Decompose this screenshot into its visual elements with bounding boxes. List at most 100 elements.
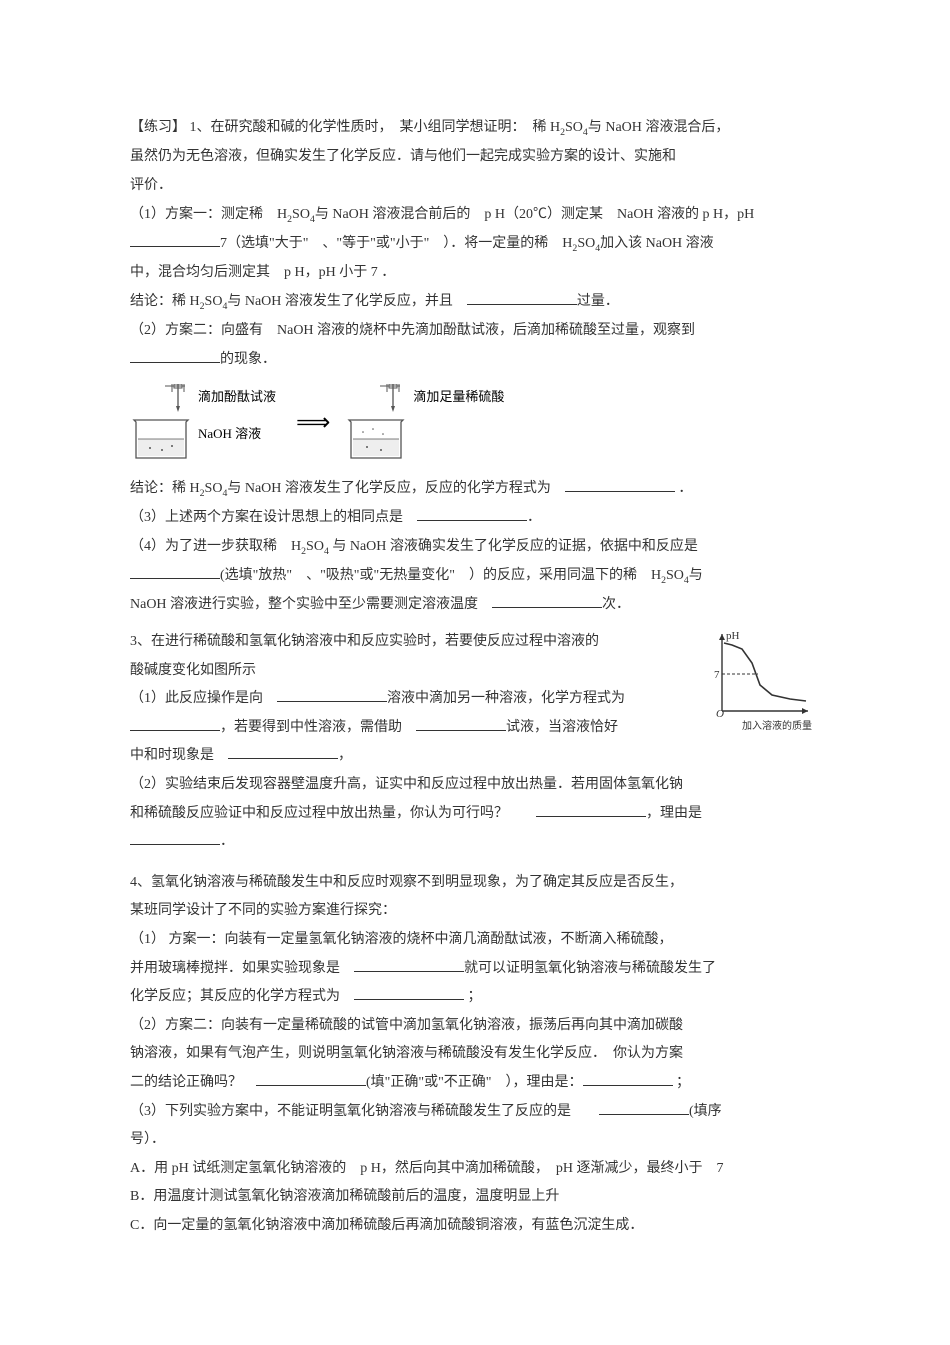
q3s-p5: 和稀硫酸反应验证中和反应过程中放出热量，你认为可行吗？ ，理由是 (130, 801, 820, 828)
q4s-p2b: 就可以证明氢氧化钠溶液与稀硫酸发生了 (464, 961, 716, 976)
blank (130, 717, 220, 731)
q3s-title2: 酸碱度变化如图所示 (130, 658, 692, 685)
q1-conclusion: 结论：稀 H2SO4与 NaOH 溶液发生了化学反应，并且 过量． (130, 289, 820, 316)
q4s-title: 4、氢氧化钠溶液与稀硫酸发生中和反应时观察不到明显现象，为了确定其反应是否反生， (130, 870, 820, 897)
beaker-diagram: 滴加酚酞试液 NaOH 溶液 ⟹ 滴加足量稀硫酸 (130, 384, 820, 462)
q4s-p6c: ； (673, 1075, 691, 1090)
q4s-p7a: （3）下列实验方案中，不能证明氢氧化钠溶液与稀硫酸发生了反应的是 (130, 1104, 599, 1119)
q4s-p1: （1） 方案一：向装有一定量氢氧化钠溶液的烧杯中滴几滴酚酞试液，不断滴入稀硫酸， (130, 927, 820, 954)
q2-conc2c: 与 NaOH 溶液发生了化学反应，反应的化学方程式为 (227, 481, 565, 496)
blank (354, 986, 464, 1000)
beaker-right-labels: 滴加足量稀硫酸 (413, 384, 504, 405)
q4s-p3a: 化学反应；其反应的化学方程式为 (130, 989, 354, 1004)
q3s-title: 3、在进行稀硫酸和氢氧化钠溶液中和反应实验时，若要使反应过程中溶液的 (130, 629, 692, 656)
blank (277, 688, 387, 702)
q3s-p5a: 和稀硫酸反应验证中和反应过程中放出热量，你认为可行吗？ (130, 806, 536, 821)
exercise-header: 【练习】 1、在研究酸和碱的化学性质时， 某小组同学想证明： 稀 H2SO4与 … (130, 115, 820, 142)
q4s-p7b: (填序 (689, 1104, 722, 1119)
q3s-p1b: 溶液中滴加另一种溶液，化学方程式为 (387, 691, 625, 706)
q4s-p5: 钠溶液，如果有气泡产生，则说明氢氧化钠溶液与稀硫酸没有发生化学反应． 你认为方案 (130, 1041, 820, 1068)
tick-7: 7 (714, 669, 720, 681)
blank (417, 507, 527, 521)
blank (467, 291, 577, 305)
q3s-p1a: （1）此反应操作是向 (130, 691, 277, 706)
label-naoh: NaOH 溶液 (198, 423, 276, 442)
q3-p1b: ． (527, 510, 541, 525)
q1-conc1d: 过量． (577, 294, 619, 309)
q2-conc2b: SO (205, 481, 223, 496)
q4-p2b: SO (666, 568, 684, 583)
q2-p2: 的现象． (130, 347, 820, 374)
q3s-p2a: ，若要得到中性溶液，需借助 (220, 720, 416, 735)
q1-conc1a: 结论：稀 H (130, 294, 200, 309)
beaker-right: 滴加足量稀硫酸 (345, 384, 504, 462)
q3s-p1: （1）此反应操作是向 溶液中滴加另一种溶液，化学方程式为 (130, 686, 692, 713)
q4-p1: （4）为了进一步获取稀 H2SO4 与 NaOH 溶液确实发生了化学反应的证据，… (130, 534, 820, 561)
blank (536, 803, 646, 817)
q3-p1: （3）上述两个方案在设计思想上的相同点是 ． (130, 505, 820, 532)
q4-p3b: 次． (602, 597, 630, 612)
header-title-2: SO (565, 120, 583, 135)
blank (583, 1072, 673, 1086)
beaker-left: 滴加酚酞试液 NaOH 溶液 (130, 384, 276, 462)
blank (354, 958, 464, 972)
q1-conc1b: SO (205, 294, 223, 309)
ph-label: pH (726, 630, 740, 642)
q1-p1a: （1）方案一：测定稀 H (130, 207, 287, 222)
q4s-p6: 二的结论正确吗？ (填"正确"或"不正确" ），理由是： ； (130, 1070, 820, 1097)
q4s-p4: （2）方案二：向装有一定量稀硫酸的试管中滴加氢氧化钠溶液，振荡后再向其中滴加碳酸 (130, 1013, 820, 1040)
option-c: C．向一定量的氢氧化钠溶液中滴加稀硫酸后再滴加硫酸铜溶液，有蓝色沉淀生成． (130, 1213, 820, 1240)
q1-p2c: 加入该 NaOH 溶液 (600, 236, 714, 251)
beaker-left-svg (130, 384, 192, 462)
q4s-p2: 并用玻璃棒搅拌．如果实验现象是 就可以证明氢氧化钠溶液与稀硫酸发生了 (130, 956, 820, 983)
q2-conc2d: ． (678, 481, 692, 496)
q4-p1b: SO (306, 539, 324, 554)
q4-p2c: 与 (689, 568, 703, 583)
blank (130, 349, 220, 363)
blank (130, 831, 220, 845)
q4s-p2a: 并用玻璃棒搅拌．如果实验现象是 (130, 961, 354, 976)
q4-p2a: (选填"放热" 、"吸热"或"无热量变化" ）的反应，采用同温下的稀 H (220, 568, 661, 583)
ph-chart: pH 7 O 加入溶液的质量 (710, 629, 820, 739)
arrow-icon: ⟹ (296, 408, 325, 437)
blank (228, 745, 338, 759)
q4s-p3: 化学反应；其反应的化学方程式为 ； (130, 984, 820, 1011)
header-line-3: 评价． (130, 173, 820, 200)
header-line-2: 虽然仍为无色溶液，但确实发生了化学反应．请与他们一起完成实验方案的设计、实施和 (130, 144, 820, 171)
q4s-p3b: ； (464, 989, 482, 1004)
q2-p2-text: 的现象． (220, 352, 276, 367)
origin-O: O (716, 708, 724, 720)
question-3: 3、在进行稀硫酸和氢氧化钠溶液中和反应实验时，若要使反应过程中溶液的 酸碱度变化… (130, 629, 820, 856)
q1-p2: 7（选填"大于" 、"等于"或"小于" ）．将一定量的稀 H2SO4加入该 Na… (130, 231, 820, 258)
beaker-left-labels: 滴加酚酞试液 NaOH 溶液 (198, 384, 276, 442)
q1-conc1c: 与 NaOH 溶液发生了化学反应，并且 (227, 294, 467, 309)
question-4: 4、氢氧化钠溶液与稀硫酸发生中和反应时观察不到明显现象，为了确定其反应是否反生，… (130, 870, 820, 1240)
q4-p3: NaOH 溶液进行实验，整个实验中至少需要测定溶液温度 次． (130, 592, 820, 619)
q1-p1b: SO (292, 207, 310, 222)
blank (492, 594, 602, 608)
blank (130, 233, 220, 247)
blank (599, 1101, 689, 1115)
q1-p1: （1）方案一：测定稀 H2SO4与 NaOH 溶液混合前后的 p H（20℃）测… (130, 202, 820, 229)
q2-p1: （2）方案二：向盛有 NaOH 溶液的烧杯中先滴加酚酞试液，后滴加稀硫酸至过量，… (130, 318, 820, 345)
q4-p3a: NaOH 溶液进行实验，整个实验中至少需要测定溶液温度 (130, 597, 492, 612)
q4s-p6b: (填"正确"或"不正确" ），理由是： (366, 1075, 583, 1090)
q4s-p6a: 二的结论正确吗？ (130, 1075, 256, 1090)
q3s-p6: ． (130, 829, 820, 856)
q2-conclusion: 结论：稀 H2SO4与 NaOH 溶液发生了化学反应，反应的化学方程式为 ． (130, 476, 820, 503)
q2-conc2a: 结论：稀 H (130, 481, 200, 496)
q1-p1c: 与 NaOH 溶液混合前后的 p H（20℃）测定某 NaOH 溶液的 p H，… (315, 207, 754, 222)
q3s-p6-text: ． (220, 834, 234, 849)
blank (416, 717, 506, 731)
option-a: A．用 pH 试纸测定氢氧化钠溶液的 p H，然后向其中滴加稀硫酸， pH 逐渐… (130, 1156, 820, 1183)
q1-p3: 中，混合均匀后测定其 p H，pH 小于 7 ． (130, 260, 820, 287)
beaker-right-svg (345, 384, 407, 462)
header-title-1: 【练习】 1、在研究酸和碱的化学性质时， 某小组同学想证明： 稀 H (130, 120, 560, 135)
q3s-p2b: 试液，当溶液恰好 (506, 720, 618, 735)
blank (256, 1072, 366, 1086)
x-label: 加入溶液的质量 (742, 719, 812, 732)
blank (130, 565, 220, 579)
q3s-p3b: ， (338, 748, 352, 763)
q1-p2a: 7（选填"大于" 、"等于"或"小于" ）．将一定量的稀 H (220, 236, 572, 251)
blank (565, 478, 675, 492)
